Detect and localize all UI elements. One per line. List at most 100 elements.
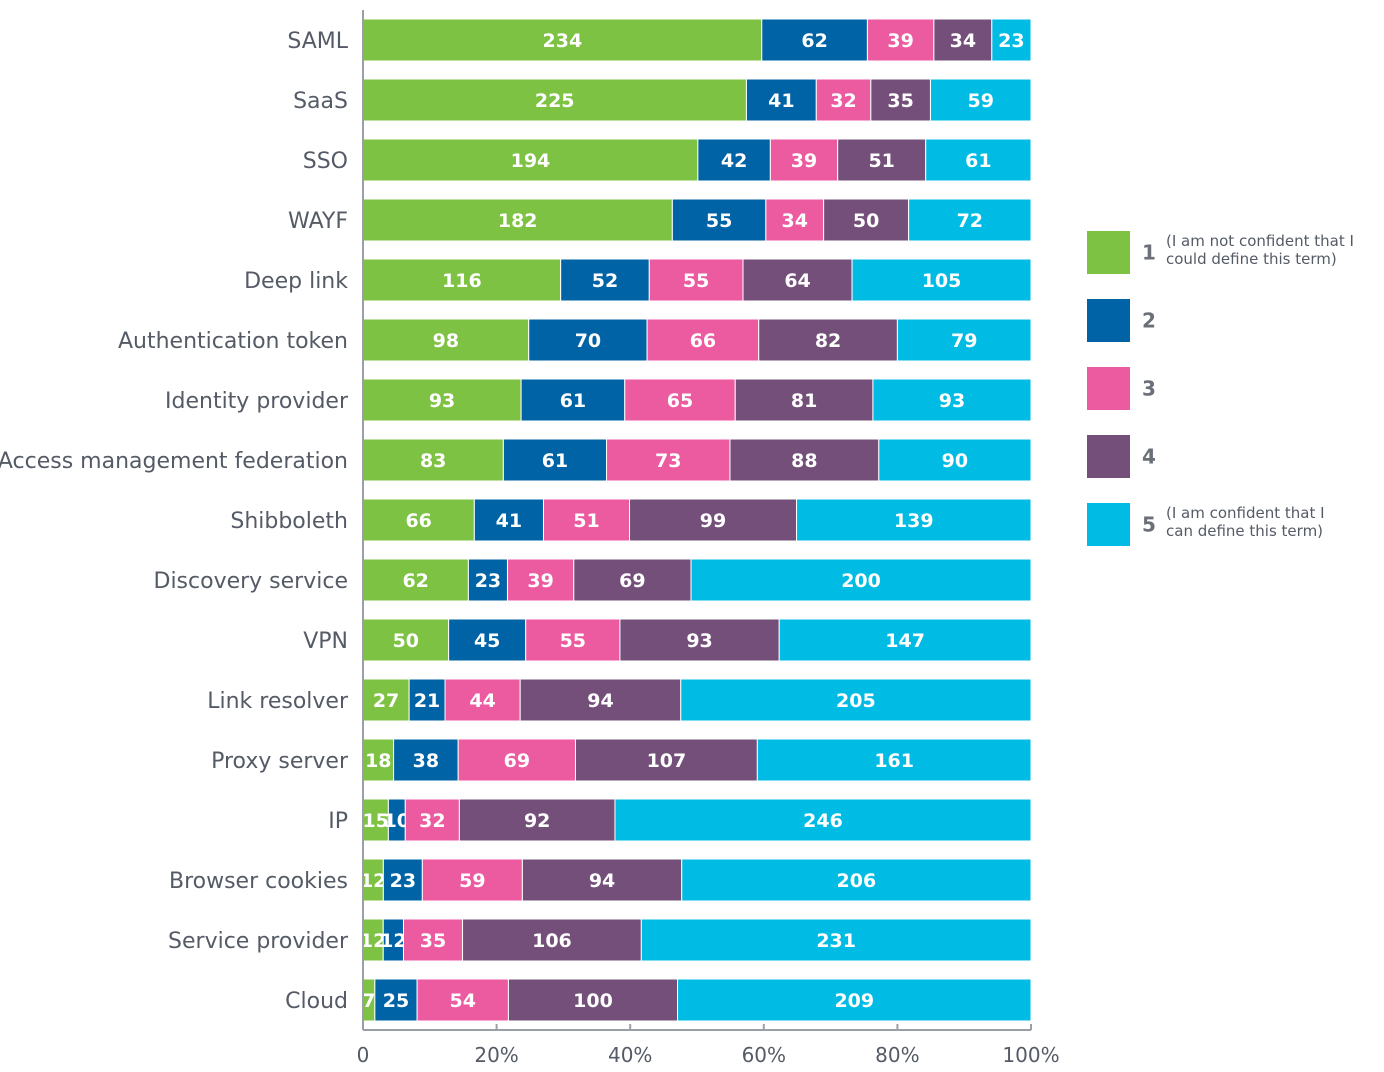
bar-data-label: 161 <box>874 750 914 772</box>
bar-data-label: 32 <box>830 90 856 112</box>
bar-segment <box>362 798 389 842</box>
bar-data-label: 209 <box>834 990 874 1012</box>
bar-data-label: 70 <box>575 330 601 352</box>
bar-data-label: 62 <box>402 570 428 592</box>
bar-segment <box>416 978 509 1022</box>
bar-segment <box>542 498 631 542</box>
legend-swatch <box>1087 367 1130 410</box>
bar-data-label: 73 <box>655 450 681 472</box>
bar-segment <box>734 378 874 422</box>
bar-segment <box>851 258 1032 302</box>
bar-data-label: 39 <box>527 570 553 592</box>
bar-segment <box>925 138 1032 182</box>
category-label: Access management federation <box>0 449 348 474</box>
bar-data-label: 23 <box>475 570 501 592</box>
category-label: SaaS <box>293 89 348 114</box>
x-axis: 0 20% 40% 60% 80% 100% <box>357 10 1060 1067</box>
bar-segment <box>729 438 880 482</box>
bar-data-label: 105 <box>922 270 962 292</box>
bar-data-label: 44 <box>469 690 495 712</box>
bar-data-label: 15 <box>362 810 388 832</box>
bar-segment <box>574 738 758 782</box>
bar-data-label: 61 <box>542 450 568 472</box>
legend-description: (I am not confident that I <box>1166 232 1354 250</box>
bar-segment <box>402 918 464 962</box>
bar-data-label: 93 <box>939 390 965 412</box>
bar-data-label: 45 <box>474 630 500 652</box>
category-label: Service provider <box>168 929 349 954</box>
bar-segment <box>408 678 446 722</box>
bar-segment <box>362 438 504 482</box>
bar-segment <box>362 678 410 722</box>
bar-segment <box>671 198 767 242</box>
bar-data-label: 65 <box>667 390 693 412</box>
bar-data-label: 38 <box>413 750 439 772</box>
bar-segment <box>382 858 423 902</box>
bar-data-label: 54 <box>450 990 476 1012</box>
category-label: Authentication token <box>118 329 348 354</box>
bar-data-label: 59 <box>459 870 485 892</box>
bar-data-label: 18 <box>365 750 391 772</box>
legend-swatch <box>1087 503 1130 546</box>
bar-segment <box>362 78 747 122</box>
bar-segment <box>761 18 868 62</box>
bar-data-label: 52 <box>592 270 618 292</box>
bar-segment <box>467 558 508 602</box>
category-label: Cloud <box>285 989 348 1014</box>
bar-data-label: 55 <box>683 270 709 292</box>
category-label: Shibboleth <box>230 509 348 534</box>
bar-segment <box>815 78 872 122</box>
category-label: Browser cookies <box>169 869 348 894</box>
bar-data-label: 21 <box>414 690 440 712</box>
bar-data-label: 83 <box>420 450 446 472</box>
bar-segment <box>677 978 1032 1022</box>
legend-swatch <box>1087 231 1130 274</box>
bar-data-label: 55 <box>706 210 732 232</box>
bar-segment <box>690 558 1032 602</box>
category-label: SSO <box>303 149 348 174</box>
bar-data-label: 82 <box>815 330 841 352</box>
bar-data-label: 32 <box>419 810 445 832</box>
bar-segment <box>393 738 459 782</box>
bar-segment <box>506 558 575 602</box>
category-label: Discovery service <box>154 569 349 594</box>
bar-data-label: 61 <box>965 150 991 172</box>
bar-segment <box>872 378 1032 422</box>
bar-data-label: 41 <box>496 510 522 532</box>
bar-data-label: 98 <box>433 330 459 352</box>
bar-data-label: 39 <box>791 150 817 172</box>
bar-data-label: 99 <box>700 510 726 532</box>
bar-segment <box>421 858 523 902</box>
bar-segment <box>778 618 1032 662</box>
bar-data-label: 50 <box>853 210 879 232</box>
bar-data-label: 182 <box>498 210 538 232</box>
bar-segment <box>362 498 475 542</box>
bar-segment <box>878 438 1032 482</box>
legend-description: could define this term) <box>1166 250 1337 268</box>
bar-data-label: 194 <box>511 150 551 172</box>
category-label: Link resolver <box>207 689 349 714</box>
bar-data-label: 59 <box>968 90 994 112</box>
bar-data-label: 23 <box>390 870 416 892</box>
bar-segment <box>362 558 469 602</box>
bar-segment <box>697 138 771 182</box>
bar-data-label: 34 <box>782 210 808 232</box>
x-tick-label: 60% <box>742 1043 786 1067</box>
bar-data-label: 81 <box>791 390 817 412</box>
bar-data-label: 23 <box>998 30 1024 52</box>
bar-segment <box>866 18 935 62</box>
bar-segment <box>362 738 395 782</box>
category-label: SAML <box>287 29 348 54</box>
bar-segment <box>908 198 1032 242</box>
category-labels: SAML SaaS SSO WAYF Deep link Authentication t… <box>0 29 349 1014</box>
bar-segment <box>769 138 839 182</box>
bar-data-label: 94 <box>587 690 613 712</box>
bar-segment <box>756 738 1032 782</box>
x-tick-label: 80% <box>875 1043 919 1067</box>
bar-segment <box>606 438 731 482</box>
bar-segment <box>680 678 1032 722</box>
bar-data-label: 234 <box>543 30 583 52</box>
x-tick-label: 20% <box>474 1043 518 1067</box>
bar-data-label: 62 <box>801 30 827 52</box>
